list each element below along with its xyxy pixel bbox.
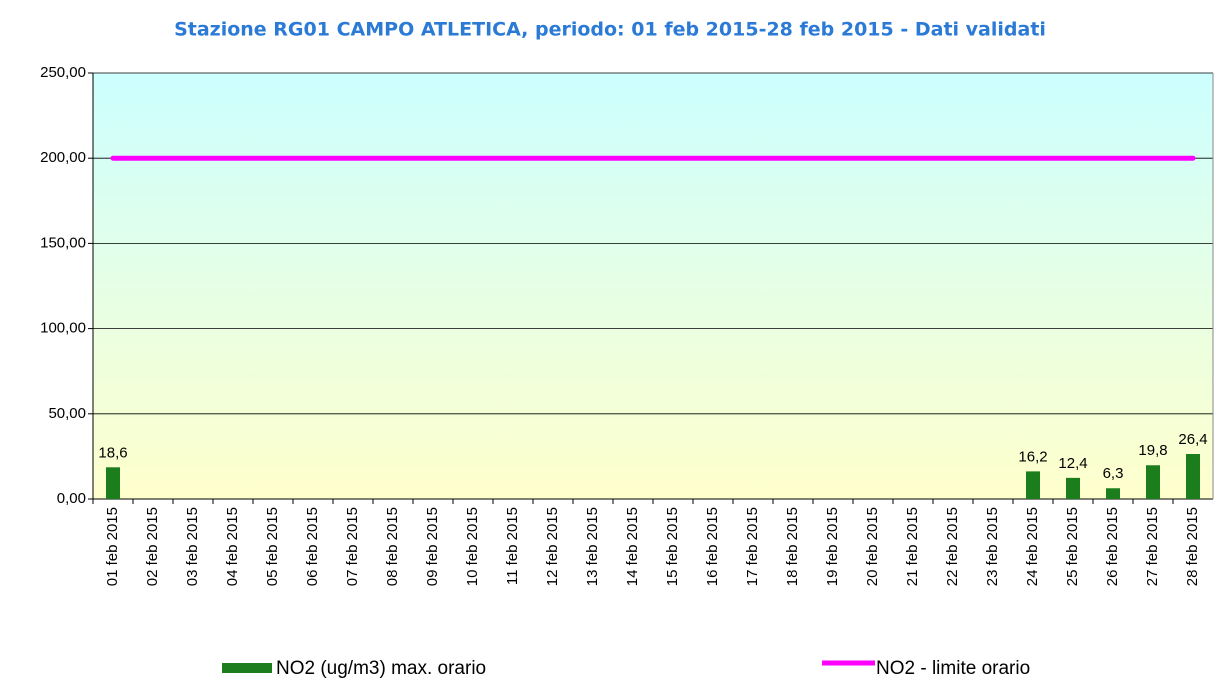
x-tick-label: 25 feb 2015	[1064, 507, 1081, 586]
x-tick-label: 01 feb 2015	[104, 507, 121, 586]
x-tick-label: 13 feb 2015	[584, 507, 601, 586]
y-tick-label: 200,00	[40, 149, 86, 166]
y-tick-label: 150,00	[40, 234, 86, 251]
bar	[1026, 471, 1040, 499]
y-tick-label: 50,00	[48, 405, 86, 422]
x-tick-label: 26 feb 2015	[1104, 507, 1121, 586]
x-tick-label: 10 feb 2015	[464, 507, 481, 586]
bar	[106, 467, 120, 499]
x-tick-label: 07 feb 2015	[344, 507, 361, 586]
data-label: 26,4	[1178, 431, 1207, 448]
x-tick-label: 23 feb 2015	[984, 507, 1001, 586]
x-tick-label: 24 feb 2015	[1024, 507, 1041, 586]
x-tick-label: 28 feb 2015	[1184, 507, 1201, 586]
y-tick-label: 250,00	[40, 64, 86, 81]
x-tick-label: 20 feb 2015	[864, 507, 881, 586]
bar	[1066, 477, 1080, 499]
plot-area	[93, 73, 1213, 499]
x-tick-label: 27 feb 2015	[1144, 507, 1161, 586]
x-tick-label: 06 feb 2015	[304, 507, 321, 586]
x-tick-label: 21 feb 2015	[904, 507, 921, 586]
y-tick-label: 100,00	[40, 320, 86, 337]
chart-title: Stazione RG01 CAMPO ATLETICA, periodo: 0…	[174, 19, 1046, 41]
data-label: 6,3	[1103, 465, 1124, 482]
data-label: 16,2	[1018, 448, 1047, 465]
x-tick-label: 05 feb 2015	[264, 507, 281, 586]
x-tick-label: 04 feb 2015	[224, 507, 241, 586]
bar	[1186, 454, 1200, 499]
x-tick-label: 18 feb 2015	[784, 507, 801, 586]
x-tick-label: 08 feb 2015	[384, 507, 401, 586]
legend-label: NO2 - limite orario	[876, 658, 1030, 679]
x-tick-label: 15 feb 2015	[664, 507, 681, 586]
x-tick-label: 09 feb 2015	[424, 507, 441, 586]
x-tick-label: 22 feb 2015	[944, 507, 961, 586]
x-tick-label: 16 feb 2015	[704, 507, 721, 586]
data-label: 12,4	[1058, 455, 1087, 472]
legend-label: NO2 (ug/m3) max. orario	[276, 658, 486, 679]
x-tick-label: 02 feb 2015	[144, 507, 161, 586]
x-tick-label: 11 feb 2015	[504, 507, 521, 585]
x-tick-label: 14 feb 2015	[624, 507, 641, 586]
x-tick-label: 17 feb 2015	[744, 507, 761, 586]
data-label: 18,6	[98, 444, 127, 461]
bar	[1146, 465, 1160, 499]
legend-swatch	[222, 663, 272, 673]
data-label: 19,8	[1138, 442, 1167, 459]
y-tick-label: 0,00	[57, 490, 86, 507]
x-tick-label: 03 feb 2015	[184, 507, 201, 586]
x-tick-label: 19 feb 2015	[824, 507, 841, 586]
bar	[1106, 488, 1120, 499]
x-tick-label: 12 feb 2015	[544, 507, 561, 586]
